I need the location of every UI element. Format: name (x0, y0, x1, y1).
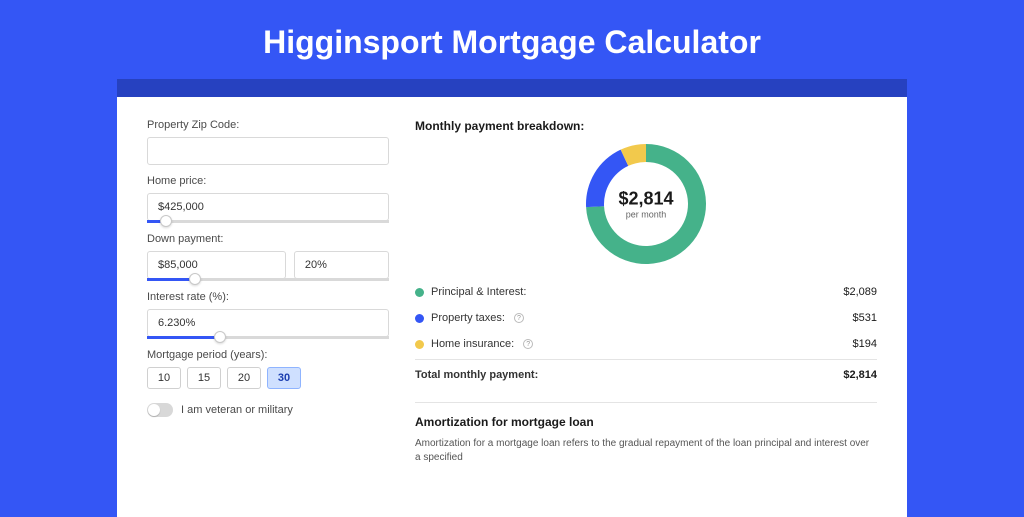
period-option-20[interactable]: 20 (227, 367, 261, 389)
amortization-heading: Amortization for mortgage loan (415, 415, 877, 429)
legend-dot-insurance (415, 340, 424, 349)
breakdown-column: Monthly payment breakdown: $2,814 per mo… (415, 119, 877, 495)
interest-rate-slider-fill (147, 336, 220, 339)
veteran-toggle[interactable] (147, 403, 173, 417)
down-payment-slider[interactable] (147, 278, 389, 281)
legend-row-total: Total monthly payment: $2,814 (415, 359, 877, 388)
down-payment-slider-thumb[interactable] (189, 273, 201, 285)
legend-label-taxes: Property taxes: (431, 312, 505, 324)
period-option-10[interactable]: 10 (147, 367, 181, 389)
legend-dot-taxes (415, 314, 424, 323)
interest-rate-slider[interactable] (147, 336, 389, 339)
legend-row-taxes: Property taxes: ? $531 (415, 305, 877, 331)
legend: Principal & Interest: $2,089 Property ta… (415, 279, 877, 388)
home-price-input[interactable] (147, 193, 389, 221)
legend-value-taxes: $531 (853, 312, 877, 324)
zip-label: Property Zip Code: (147, 119, 389, 131)
donut-amount: $2,814 (618, 189, 673, 210)
page-title: Higginsport Mortgage Calculator (0, 0, 1024, 79)
period-option-30[interactable]: 30 (267, 367, 301, 389)
veteran-label: I am veteran or military (181, 404, 293, 416)
legend-dot-principal (415, 288, 424, 297)
amortization-text: Amortization for a mortgage loan refers … (415, 437, 877, 465)
down-payment-amount-input[interactable] (147, 251, 286, 279)
interest-rate-slider-thumb[interactable] (214, 331, 226, 343)
zip-field: Property Zip Code: (147, 119, 389, 165)
donut-sub: per month (618, 210, 673, 220)
veteran-row: I am veteran or military (147, 403, 389, 417)
down-payment-percent-input[interactable] (294, 251, 389, 279)
legend-label-principal: Principal & Interest: (431, 286, 526, 298)
legend-row-insurance: Home insurance: ? $194 (415, 331, 877, 357)
veteran-toggle-knob (148, 404, 160, 416)
legend-label-insurance: Home insurance: (431, 338, 514, 350)
mortgage-period-label: Mortgage period (years): (147, 349, 389, 361)
zip-input[interactable] (147, 137, 389, 165)
calculator-card: Property Zip Code: Home price: Down paym… (117, 97, 907, 517)
home-price-label: Home price: (147, 175, 389, 187)
total-label: Total monthly payment: (415, 369, 538, 381)
interest-rate-field: Interest rate (%): (147, 291, 389, 339)
down-payment-slider-fill (147, 278, 195, 281)
interest-rate-label: Interest rate (%): (147, 291, 389, 303)
legend-value-principal: $2,089 (843, 286, 877, 298)
info-icon[interactable]: ? (523, 339, 533, 349)
home-price-field: Home price: (147, 175, 389, 223)
info-icon[interactable]: ? (514, 313, 524, 323)
legend-row-principal: Principal & Interest: $2,089 (415, 279, 877, 305)
legend-value-insurance: $194 (853, 338, 877, 350)
down-payment-field: Down payment: (147, 233, 389, 281)
donut-chart: $2,814 per month (415, 143, 877, 265)
total-value: $2,814 (843, 369, 877, 381)
home-price-slider-thumb[interactable] (160, 215, 172, 227)
donut-center: $2,814 per month (618, 189, 673, 220)
interest-rate-input[interactable] (147, 309, 389, 337)
down-payment-label: Down payment: (147, 233, 389, 245)
mortgage-period-field: Mortgage period (years): 10 15 20 30 (147, 349, 389, 389)
home-price-slider[interactable] (147, 220, 389, 223)
breakdown-heading: Monthly payment breakdown: (415, 119, 877, 133)
mortgage-period-options: 10 15 20 30 (147, 367, 389, 389)
form-column: Property Zip Code: Home price: Down paym… (147, 119, 389, 495)
period-option-15[interactable]: 15 (187, 367, 221, 389)
amortization-section: Amortization for mortgage loan Amortizat… (415, 402, 877, 465)
